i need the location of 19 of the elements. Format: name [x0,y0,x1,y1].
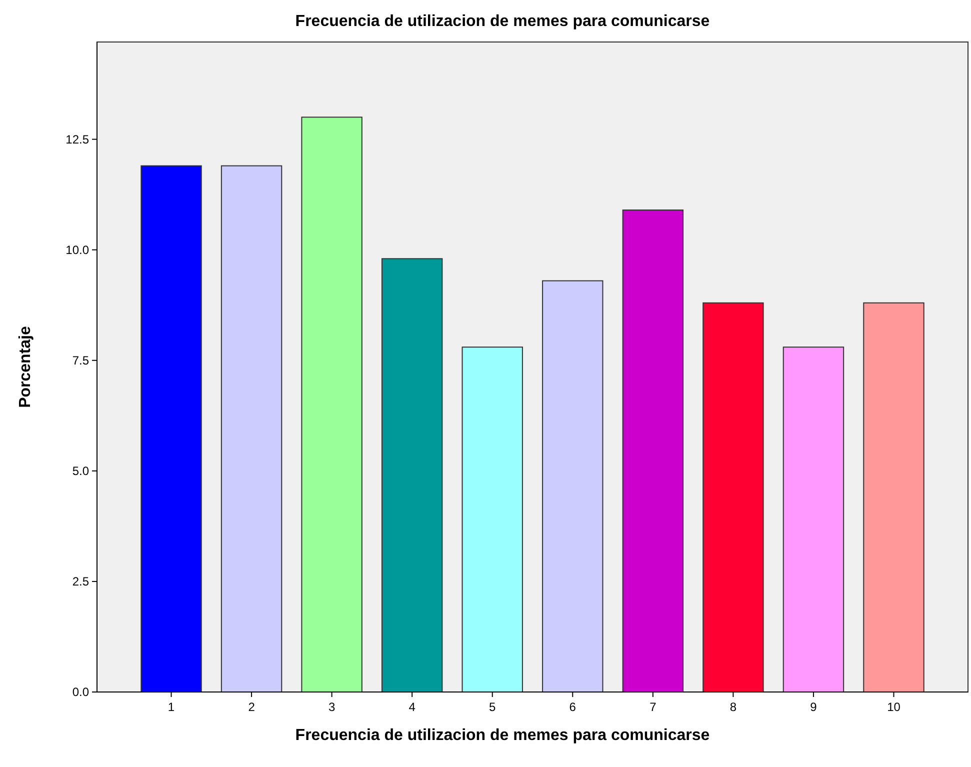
y-tick-label: 5.0 [72,464,90,478]
y-tick-label: 0.0 [72,685,90,700]
y-tick-label: 12.5 [66,132,90,146]
x-tick-label: 2 [248,700,256,714]
x-tick-label: 3 [328,700,336,714]
y-axis-title: Porcentaje [17,326,34,408]
x-tick-label: 9 [810,700,818,714]
x-tick-label: 7 [650,700,657,714]
y-tick-label: 2.5 [72,574,90,589]
x-tick-label: 8 [730,700,737,714]
x-tick-label: 4 [408,700,416,714]
x-tick-label: 6 [569,700,576,714]
x-tick-label: 5 [489,700,496,714]
x-axis-title: Frecuencia de utilizacion de memes para comunicarse [295,727,710,744]
x-tick-label: 1 [168,700,175,714]
y-tick-label: 7.5 [72,354,90,368]
y-tick-label: 10.0 [66,243,90,258]
x-tick-label: 10 [887,700,901,714]
chart-title: Frecuencia de utilizacion de memes para comunicarse [295,13,710,30]
